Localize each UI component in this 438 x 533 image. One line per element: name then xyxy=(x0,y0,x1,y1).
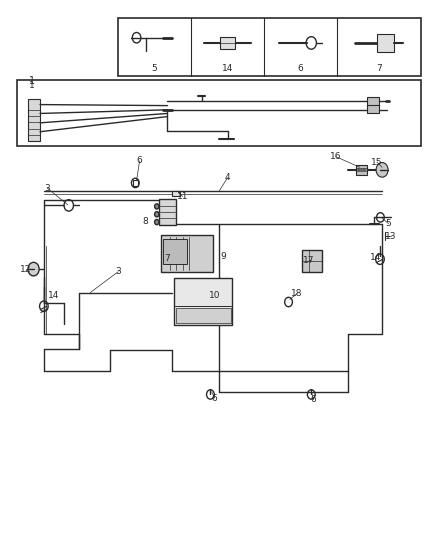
Text: 6: 6 xyxy=(137,157,142,165)
Text: 7: 7 xyxy=(164,254,170,263)
Circle shape xyxy=(376,163,388,177)
Text: 11: 11 xyxy=(177,192,188,201)
Text: 10: 10 xyxy=(209,290,220,300)
Bar xyxy=(17,79,421,147)
Text: 16: 16 xyxy=(330,152,342,161)
Text: 4: 4 xyxy=(225,173,230,182)
Text: 1: 1 xyxy=(29,81,35,90)
Bar xyxy=(133,180,138,185)
Bar xyxy=(377,34,394,52)
Text: 6: 6 xyxy=(311,395,316,404)
Text: 7: 7 xyxy=(376,64,382,73)
Bar xyxy=(174,278,232,325)
Text: 3: 3 xyxy=(115,267,121,276)
Bar xyxy=(118,19,421,76)
Text: 14: 14 xyxy=(222,64,233,73)
Text: 17: 17 xyxy=(304,256,315,265)
Bar xyxy=(220,37,235,49)
Text: 3: 3 xyxy=(44,184,50,192)
Text: 13: 13 xyxy=(385,232,396,241)
Circle shape xyxy=(155,220,159,225)
Text: 14: 14 xyxy=(370,253,381,262)
Bar xyxy=(302,250,322,272)
Text: 6: 6 xyxy=(212,394,218,402)
Circle shape xyxy=(28,262,39,276)
Bar xyxy=(172,191,180,196)
Bar xyxy=(367,97,379,106)
Text: 1: 1 xyxy=(29,76,35,86)
Text: 18: 18 xyxy=(291,289,303,298)
Circle shape xyxy=(155,204,159,209)
Text: 12: 12 xyxy=(20,264,32,273)
Bar xyxy=(159,199,176,225)
Text: 15: 15 xyxy=(371,158,383,166)
Text: 6: 6 xyxy=(298,64,304,73)
Text: 14: 14 xyxy=(48,290,60,300)
Circle shape xyxy=(155,212,159,217)
Text: 9: 9 xyxy=(220,252,226,261)
Bar xyxy=(163,239,187,264)
Bar xyxy=(161,235,212,272)
Bar xyxy=(357,165,367,175)
Bar xyxy=(176,308,231,323)
Text: 5: 5 xyxy=(386,219,392,228)
Text: 8: 8 xyxy=(142,217,148,226)
Bar xyxy=(367,105,379,114)
Text: 5: 5 xyxy=(152,64,158,73)
Bar xyxy=(28,99,40,141)
